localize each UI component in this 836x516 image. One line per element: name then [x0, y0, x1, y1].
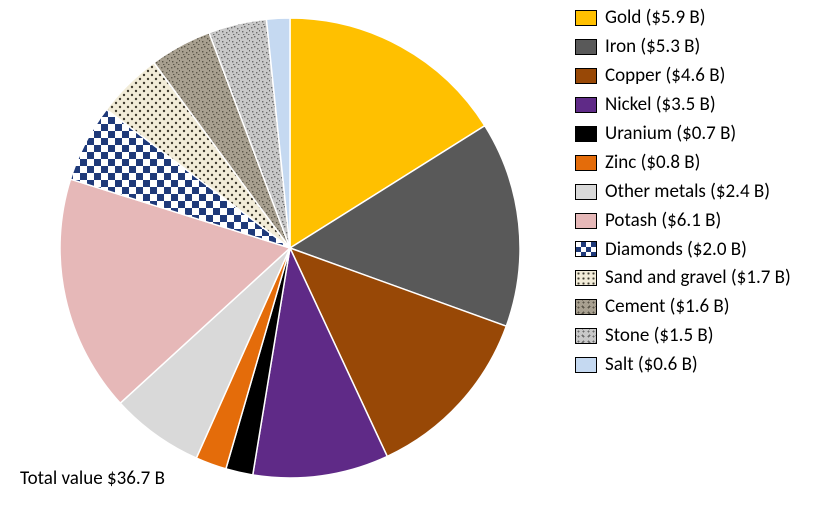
legend-item: Diamonds ($2.0 B)	[575, 240, 825, 260]
legend-swatch	[575, 213, 597, 229]
legend-label: Copper ($4.6 B)	[605, 66, 725, 86]
legend: Gold ($5.9 B) Iron ($5.3 B) Copper ($4.6 B…	[575, 8, 825, 384]
legend-swatch	[575, 299, 597, 315]
pie-chart	[10, 5, 570, 511]
legend-item: Nickel ($3.5 B)	[575, 95, 825, 115]
legend-label: Zinc ($0.8 B)	[605, 153, 700, 173]
legend-label: Potash ($6.1 B)	[605, 211, 721, 231]
legend-item: Other metals ($2.4 B)	[575, 182, 825, 202]
legend-item: Sand and gravel ($1.7 B)	[575, 268, 825, 288]
legend-item: Cement ($1.6 B)	[575, 297, 825, 317]
legend-item: Zinc ($0.8 B)	[575, 153, 825, 173]
legend-swatch	[575, 241, 597, 257]
legend-label: Diamonds ($2.0 B)	[605, 240, 747, 260]
legend-swatch	[575, 39, 597, 55]
legend-swatch	[575, 184, 597, 200]
legend-swatch	[575, 126, 597, 142]
legend-label: Other metals ($2.4 B)	[605, 182, 770, 202]
legend-item: Iron ($5.3 B)	[575, 37, 825, 57]
legend-item: Salt ($0.6 B)	[575, 355, 825, 375]
legend-label: Gold ($5.9 B)	[605, 8, 705, 28]
legend-label: Sand and gravel ($1.7 B)	[605, 268, 791, 288]
legend-swatch	[575, 97, 597, 113]
legend-item: Stone ($1.5 B)	[575, 326, 825, 346]
legend-swatch	[575, 357, 597, 373]
legend-item: Gold ($5.9 B)	[575, 8, 825, 28]
legend-label: Iron ($5.3 B)	[605, 37, 700, 57]
total-value-label: Total value $36.7 B	[20, 467, 165, 490]
legend-swatch	[575, 155, 597, 171]
legend-label: Stone ($1.5 B)	[605, 326, 714, 346]
legend-swatch	[575, 270, 597, 286]
legend-item: Copper ($4.6 B)	[575, 66, 825, 86]
legend-label: Uranium ($0.7 B)	[605, 124, 736, 144]
legend-swatch	[575, 10, 597, 26]
legend-label: Salt ($0.6 B)	[605, 355, 698, 375]
legend-label: Cement ($1.6 B)	[605, 297, 730, 317]
legend-label: Nickel ($3.5 B)	[605, 95, 716, 115]
chart-stage: Gold ($5.9 B) Iron ($5.3 B) Copper ($4.6 B…	[0, 0, 836, 506]
legend-item: Uranium ($0.7 B)	[575, 124, 825, 144]
legend-swatch	[575, 68, 597, 84]
legend-item: Potash ($6.1 B)	[575, 211, 825, 231]
legend-swatch	[575, 328, 597, 344]
